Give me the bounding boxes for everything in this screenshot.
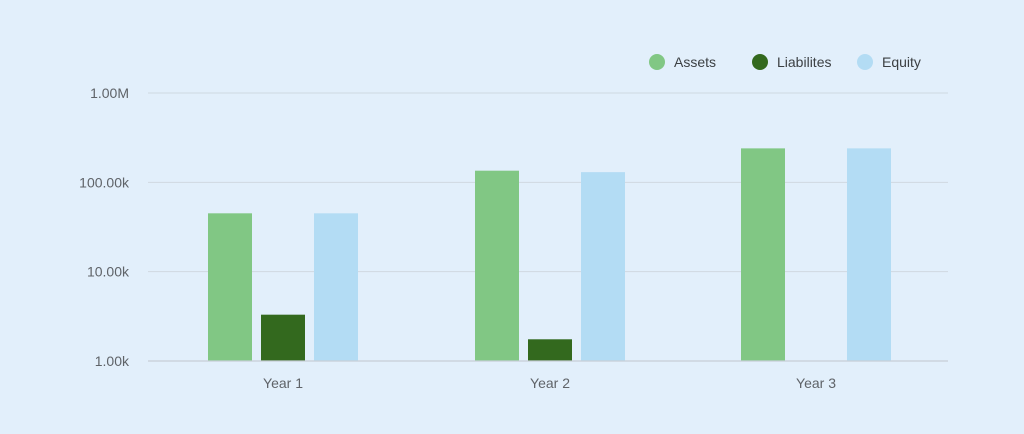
x-tick-label: Year 2: [530, 375, 570, 391]
bar-equity-year-1[interactable]: [314, 213, 358, 361]
bar-assets-year-1[interactable]: [208, 213, 252, 361]
bar-liabilites-year-1[interactable]: [261, 314, 305, 361]
x-tick-label: Year 3: [796, 375, 836, 391]
legend-item-equity[interactable]: Equity: [857, 54, 921, 70]
y-tick-label: 10.00k: [87, 264, 130, 280]
x-tick-label: Year 1: [263, 375, 303, 391]
legend-label: Assets: [674, 54, 716, 70]
y-tick-label: 100.00k: [79, 174, 130, 190]
legend-label: Equity: [882, 54, 921, 70]
legend-label: Liabilites: [777, 54, 831, 70]
legend-swatch: [649, 54, 665, 70]
y-axis-tick-labels: 1.00k 10.00k 100.00k 1.00M: [79, 85, 130, 369]
bar-equity-year-2[interactable]: [581, 172, 625, 361]
legend-item-assets[interactable]: Assets: [649, 54, 716, 70]
bar-assets-year-2[interactable]: [475, 170, 519, 361]
x-axis-tick-labels: Year 1 Year 2 Year 3: [263, 375, 836, 391]
legend-item-liabilites[interactable]: Liabilites: [752, 54, 831, 70]
bar-equity-year-3[interactable]: [847, 148, 891, 361]
legend-swatch: [857, 54, 873, 70]
legend: Assets Liabilites Equity: [649, 54, 921, 70]
bar-liabilites-year-2[interactable]: [528, 339, 572, 361]
y-tick-label: 1.00M: [90, 85, 129, 101]
gridlines: [148, 92, 948, 273]
y-tick-label: 1.00k: [95, 353, 130, 369]
bars: [208, 148, 891, 361]
legend-swatch: [752, 54, 768, 70]
bar-assets-year-3[interactable]: [741, 148, 785, 361]
